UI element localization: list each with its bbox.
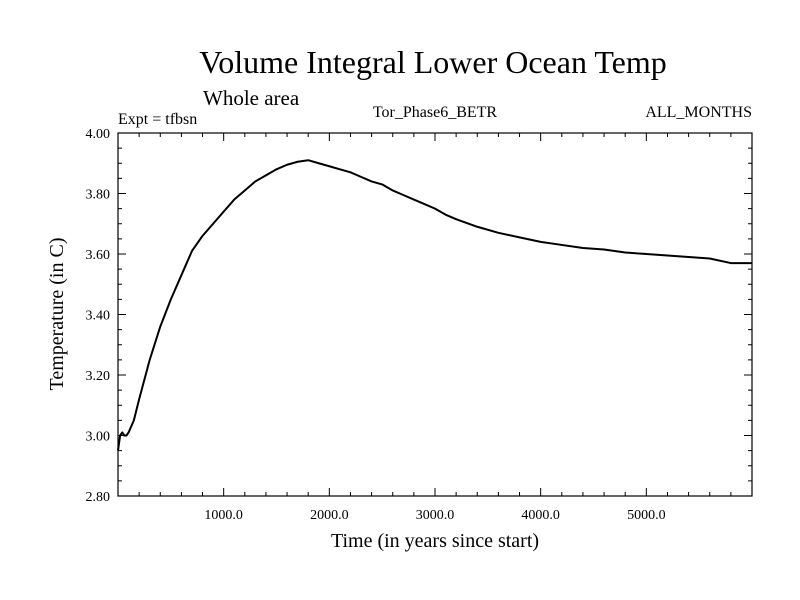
y-tick-label: 3.20 — [86, 369, 111, 384]
x-tick-label: 5000.0 — [627, 508, 666, 523]
y-tick-label: 3.00 — [86, 430, 111, 445]
series-line-temperature — [117, 159, 752, 451]
run-label: Tor_Phase6_BETR — [373, 104, 498, 121]
x-tick-label: 1000.0 — [204, 508, 243, 523]
y-tick-label: 3.40 — [86, 309, 111, 324]
x-tick-label: 2000.0 — [310, 508, 349, 523]
plot-frame — [117, 132, 753, 497]
x-axis-label: Time (in years since start) — [331, 530, 539, 552]
months-label: ALL_MONTHS — [645, 104, 752, 121]
y-tick-label: 2.80 — [86, 490, 111, 505]
chart-title: Volume Integral Lower Ocean Temp — [199, 44, 667, 80]
expt-label: Expt = tfbsn — [118, 111, 197, 128]
y-tick-label: 3.60 — [86, 248, 111, 263]
x-tick-label: 3000.0 — [416, 508, 455, 523]
y-tick-label: 4.00 — [86, 127, 111, 142]
x-axis-ticks: 1000.0 2000.0 3000.0 4000.0 5000.0 — [138, 133, 732, 523]
y-tick-label: 3.80 — [86, 188, 111, 203]
y-axis-label: Temperature (in C) — [46, 238, 68, 391]
x-tick-label: 4000.0 — [521, 508, 560, 523]
series-layer — [117, 159, 752, 451]
chart-subtitle: Whole area — [203, 86, 300, 110]
y-axis-ticks: 2.80 3.00 3.20 3.40 3.60 3.80 4.00 — [86, 127, 752, 505]
